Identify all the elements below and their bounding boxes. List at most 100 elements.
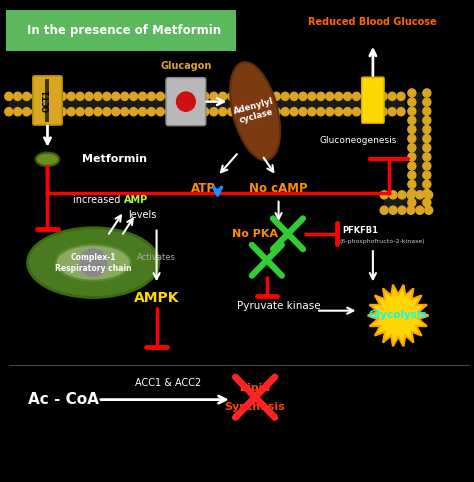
Text: In the presence of Metformin: In the presence of Metformin [27,24,221,37]
Circle shape [389,206,397,214]
Circle shape [290,92,298,100]
FancyBboxPatch shape [166,78,206,126]
Circle shape [5,107,13,116]
Text: Synthesis: Synthesis [225,402,285,412]
Text: levels: levels [128,210,157,220]
Circle shape [174,92,182,100]
Circle shape [165,92,173,100]
Circle shape [147,92,155,100]
Circle shape [49,107,57,116]
Bar [384,195,429,210]
Circle shape [210,107,218,116]
Circle shape [408,116,416,124]
Circle shape [425,191,433,199]
Circle shape [423,134,431,143]
Circle shape [398,206,406,214]
Text: Metformin: Metformin [82,154,146,164]
Circle shape [290,107,298,116]
Circle shape [80,249,106,276]
Circle shape [408,180,416,188]
Polygon shape [368,285,428,346]
Circle shape [423,116,431,124]
Text: Glycolysis: Glycolysis [369,310,428,321]
Circle shape [326,107,334,116]
Circle shape [264,92,271,100]
Circle shape [210,92,218,100]
Circle shape [67,92,75,100]
Circle shape [423,199,431,207]
Circle shape [156,107,164,116]
Circle shape [103,107,111,116]
Circle shape [408,134,416,143]
Circle shape [255,107,263,116]
Circle shape [416,206,424,214]
Bar [412,92,427,202]
Text: Pyruvate kinase: Pyruvate kinase [237,301,320,311]
Circle shape [121,107,128,116]
Circle shape [423,171,431,179]
Circle shape [408,144,416,152]
Text: ACC1 & ACC2: ACC1 & ACC2 [135,378,201,388]
Circle shape [94,92,102,100]
Circle shape [201,92,209,100]
Circle shape [408,98,416,106]
Circle shape [40,107,48,116]
Circle shape [423,125,431,134]
Circle shape [76,92,84,100]
Text: Adenylyl
cyclase: Adenylyl cyclase [233,96,278,126]
Circle shape [32,107,39,116]
Circle shape [219,107,227,116]
Circle shape [129,107,137,116]
FancyBboxPatch shape [7,10,237,51]
Circle shape [408,199,416,207]
Circle shape [121,92,128,100]
Circle shape [423,98,431,106]
Circle shape [112,107,120,116]
Circle shape [14,107,22,116]
Text: (6-phosphofructo-2-kinase): (6-phosphofructo-2-kinase) [339,239,425,243]
Circle shape [397,92,405,100]
Circle shape [5,92,13,100]
Ellipse shape [36,153,59,166]
Circle shape [32,92,39,100]
Circle shape [174,107,182,116]
Circle shape [23,92,31,100]
Circle shape [40,92,48,100]
FancyBboxPatch shape [33,76,62,125]
Text: Respiratory chain: Respiratory chain [55,264,132,273]
Circle shape [361,107,369,116]
Circle shape [76,107,84,116]
Circle shape [370,107,378,116]
Circle shape [85,107,93,116]
Circle shape [272,107,280,116]
Circle shape [147,107,155,116]
Ellipse shape [56,244,131,281]
Circle shape [423,180,431,188]
Circle shape [380,206,388,214]
Circle shape [183,92,191,100]
Circle shape [246,92,254,100]
Circle shape [344,92,352,100]
Circle shape [379,107,387,116]
Text: No PKA: No PKA [232,229,278,239]
Circle shape [183,107,191,116]
Text: Activates: Activates [137,254,176,262]
Circle shape [281,92,289,100]
Circle shape [308,92,316,100]
Circle shape [407,191,415,199]
Text: increased: increased [73,195,124,205]
Circle shape [370,92,378,100]
Circle shape [129,92,137,100]
Text: Lipid: Lipid [240,383,270,392]
Text: Complex-1: Complex-1 [71,254,116,262]
Circle shape [353,92,360,100]
Circle shape [353,107,360,116]
Circle shape [407,206,415,214]
Circle shape [264,107,271,116]
Circle shape [228,107,236,116]
Circle shape [408,89,416,97]
Circle shape [67,107,75,116]
Text: Reduced Blood Glucose: Reduced Blood Glucose [308,17,437,27]
Circle shape [219,92,227,100]
Circle shape [237,92,245,100]
